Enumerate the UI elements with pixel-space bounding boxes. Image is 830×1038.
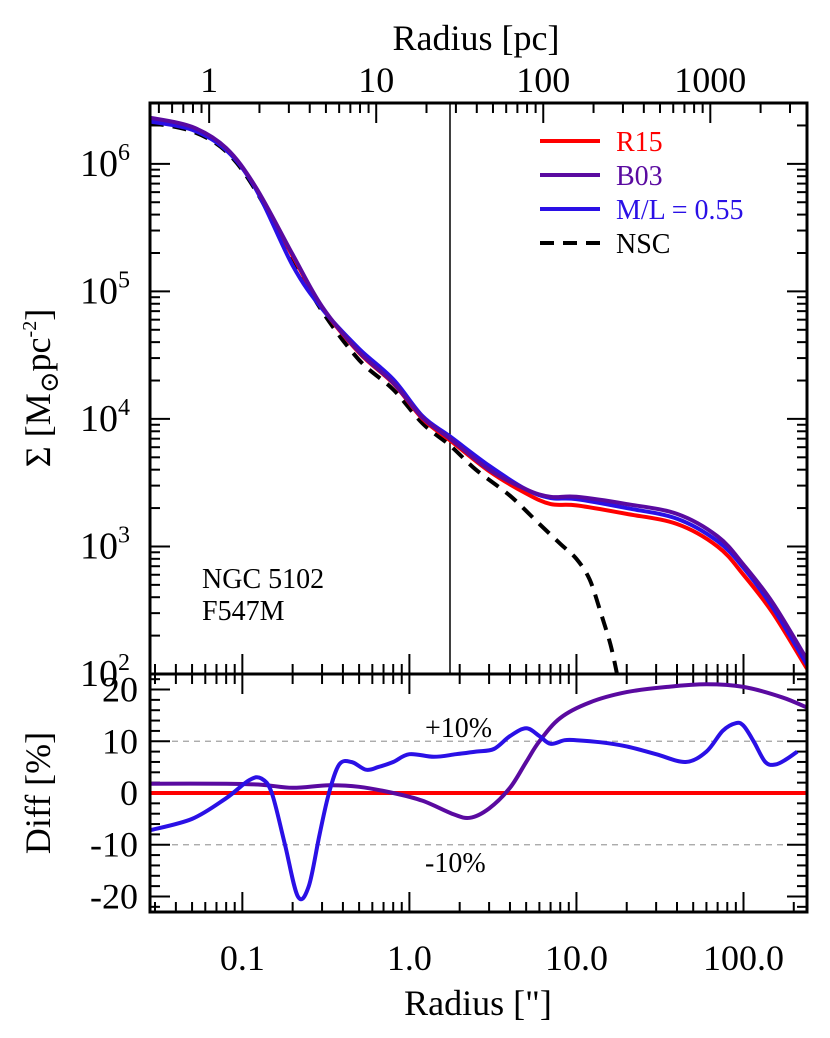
top-x-tick-label: 1000 — [674, 60, 746, 100]
legend-label: NSC — [616, 229, 670, 260]
diff-line-m-l-0-55 — [150, 720, 799, 902]
legend-label: R15 — [616, 127, 663, 158]
top-x-tick-labels: 1 10 100 1000 — [200, 60, 746, 100]
y-tick-exponent: 4 — [118, 395, 130, 421]
y-tick-base: 10 — [80, 525, 118, 567]
y-tick-label: 106 — [80, 140, 130, 185]
annotation-filter: F547M — [202, 596, 285, 627]
y-axis-label-top: Σ [M⊙pc-2] — [18, 309, 64, 467]
minus-ten-percent-label: -10% — [425, 848, 486, 879]
diff-line-b03 — [150, 682, 807, 820]
ylabel-pc: pc — [18, 337, 58, 371]
y-tick-base: 10 — [80, 398, 118, 440]
x-tick-label: 0.1 — [220, 938, 265, 978]
top-series-lines — [150, 115, 807, 674]
ylabel-exponent: -2 — [19, 321, 41, 338]
y-tick-label: -20 — [90, 876, 138, 916]
y-tick-label: 20 — [102, 670, 138, 710]
y-tick-base: 10 — [80, 270, 118, 312]
x-tick-label: 1.0 — [387, 938, 432, 978]
plus-ten-percent-label: +10% — [425, 713, 492, 744]
ylabel-sigma: Σ [M — [18, 393, 58, 467]
y-tick-exponent: 3 — [118, 522, 130, 548]
y-tick-exponent: 6 — [118, 140, 130, 166]
y-tick-exponent: 2 — [118, 650, 130, 676]
y-tick-base: 10 — [80, 143, 118, 185]
series-line-nsc — [150, 120, 619, 674]
annotation-galaxy: NGC 5102 — [202, 564, 324, 595]
y-tick-base: 10 — [80, 653, 118, 695]
y-tick-label: 104 — [80, 395, 130, 440]
legend-label: B03 — [616, 161, 663, 192]
top-x-tick-label: 100 — [516, 60, 570, 100]
bottom-panel: -20 -10 0 10 20 0.1 1.0 10.0 100.0 +10% -10% Di… — [18, 670, 809, 1023]
annotation: NGC 5102 F547M — [202, 564, 324, 627]
bottom-series-lines — [150, 682, 807, 902]
bottom-y-tick-labels: -20 -10 0 10 20 — [90, 670, 138, 917]
legend-label: M/L = 0.55 — [616, 195, 744, 226]
bottom-plot-frame — [148, 672, 809, 914]
y-tick-label: 103 — [80, 522, 130, 567]
x-tick-label: 10.0 — [545, 938, 608, 978]
y-tick-label: 105 — [80, 267, 130, 312]
bottom-x-tick-labels: 0.1 1.0 10.0 100.0 — [220, 938, 784, 978]
y-tick-label: -10 — [90, 825, 138, 865]
x-axis-label: Radius ["] — [404, 983, 552, 1023]
ylabel-close: ] — [18, 309, 58, 321]
y-tick-exponent: 5 — [118, 267, 130, 293]
ylabel-sun-symbol: ⊙ — [35, 371, 64, 393]
top-axis-title: Radius [pc] — [393, 18, 560, 58]
y-tick-label: 102 — [80, 650, 130, 695]
y-axis-label-bottom: Diff [%] — [18, 732, 58, 854]
top-x-tick-label: 10 — [358, 60, 394, 100]
series-line-b03 — [150, 115, 807, 661]
top-x-tick-label: 1 — [200, 60, 218, 100]
y-tick-label: 0 — [120, 773, 138, 813]
y-tick-label: 10 — [102, 721, 138, 761]
x-tick-label: 100.0 — [703, 938, 784, 978]
bottom-panel-ticks — [150, 674, 807, 912]
